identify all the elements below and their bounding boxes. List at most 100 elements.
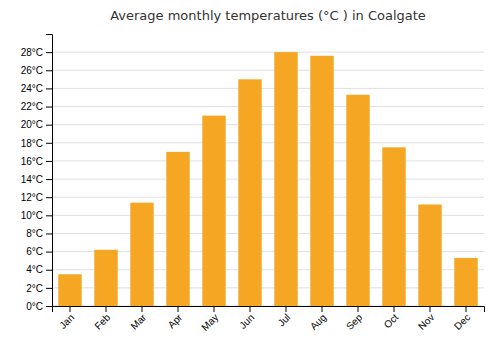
x-tick-mark — [106, 306, 107, 312]
x-tick: May — [199, 306, 220, 333]
y-tick-mark — [46, 125, 52, 126]
x-tick-label: Aug — [308, 312, 328, 332]
bar — [202, 116, 225, 306]
bar — [94, 250, 117, 306]
x-tick-label: Jul — [276, 312, 293, 329]
x-axis-line — [53, 307, 485, 313]
x-tick: Jan — [57, 306, 76, 331]
x-tick-mark — [250, 306, 251, 312]
bar — [382, 147, 405, 306]
y-tick-mark — [46, 288, 52, 289]
x-tick-mark — [70, 306, 71, 312]
y-tick-mark — [46, 233, 52, 234]
chart: 0°C 2°C 4°C 6°C 8°C 10°C 12°C 14°C 16°C 18°C 20°C 2… — [0, 0, 500, 350]
x-tick-label: Apr — [166, 311, 185, 330]
y-axis-line — [46, 35, 53, 307]
y-tick: 16°C — [21, 156, 52, 167]
y-tick-label: 14°C — [21, 174, 43, 185]
y-tick: 2°C — [26, 283, 52, 294]
y-tick: 8°C — [26, 228, 52, 239]
y-tick-mark — [46, 143, 52, 144]
y-tick-label: 16°C — [21, 156, 43, 167]
y-tick: 0°C — [26, 301, 52, 312]
y-tick-label: 18°C — [21, 138, 43, 149]
y-axis: 0°C 2°C 4°C 6°C 8°C 10°C 12°C 14°C 16°C 18°C 20°C 2… — [21, 35, 53, 312]
x-tick-mark — [322, 306, 323, 312]
y-tick: 10°C — [21, 210, 52, 221]
y-tick-mark — [46, 52, 52, 53]
y-tick: 28°C — [21, 47, 52, 58]
x-tick: Aug — [308, 306, 328, 332]
grid-line — [52, 106, 484, 107]
grid-line — [52, 179, 484, 180]
y-tick-label: 0°C — [26, 301, 43, 312]
x-tick-mark — [466, 306, 467, 312]
title: Average monthly temperatures (°C ) in Co… — [110, 8, 426, 23]
bar — [346, 95, 369, 306]
x-tick-mark — [430, 306, 431, 312]
x-tick-mark — [286, 306, 287, 312]
x-tick-mark — [394, 306, 395, 312]
x-tick-mark — [214, 306, 215, 312]
y-tick: 12°C — [21, 192, 52, 203]
bar — [130, 203, 153, 306]
grid-line — [52, 197, 484, 198]
y-tick: 24°C — [21, 83, 52, 94]
x-tick-mark — [178, 306, 179, 312]
y-tick-label: 12°C — [21, 192, 43, 203]
x-tick-label: Mar — [128, 311, 148, 331]
x-tick-label: Jun — [237, 312, 256, 331]
y-tick-mark — [46, 215, 52, 216]
x-axis: Jan Feb Mar Apr May Jun Jul Aug Sep Oct Nov Dec — [53, 306, 485, 333]
bar — [274, 52, 297, 306]
y-tick: 20°C — [21, 119, 52, 130]
x-tick: Apr — [166, 306, 185, 330]
y-tick-label: 28°C — [21, 47, 43, 58]
x-tick: Nov — [416, 306, 436, 332]
grid — [52, 52, 484, 306]
y-tick-label: 22°C — [21, 101, 43, 112]
y-tick-label: 10°C — [21, 210, 43, 221]
x-tick-label: Feb — [92, 311, 112, 331]
y-tick-mark — [46, 161, 52, 162]
y-tick-mark — [46, 179, 52, 180]
x-tick: Feb — [92, 306, 112, 332]
x-tick: Jun — [237, 306, 256, 331]
y-tick-mark — [46, 306, 52, 307]
y-tick-mark — [46, 107, 52, 108]
bar — [310, 56, 333, 306]
bar — [418, 204, 441, 306]
x-tick-label: Dec — [452, 312, 472, 332]
grid-line — [52, 124, 484, 125]
y-tick: 18°C — [21, 138, 52, 149]
x-tick-label: Jan — [57, 312, 76, 331]
y-tick: 6°C — [26, 246, 52, 257]
grid-line — [52, 52, 484, 53]
y-tick-label: 26°C — [21, 65, 43, 76]
x-tick-label: Nov — [416, 312, 436, 332]
y-tick-label: 24°C — [21, 83, 43, 94]
bar — [454, 258, 477, 306]
bar — [58, 274, 81, 306]
y-tick: 26°C — [21, 65, 52, 76]
x-tick-mark — [142, 306, 143, 312]
grid-line — [52, 88, 484, 89]
bar — [238, 79, 261, 306]
y-tick-mark — [46, 88, 52, 89]
x-tick-label: May — [199, 312, 220, 333]
y-tick-label: 2°C — [26, 283, 43, 294]
y-tick-label: 6°C — [26, 246, 43, 257]
bars — [58, 52, 477, 306]
grid-line — [52, 160, 484, 161]
x-tick-label: Sep — [344, 311, 365, 332]
y-tick: 22°C — [21, 101, 52, 112]
y-tick-mark — [46, 252, 52, 253]
x-tick-label: Oct — [382, 312, 401, 331]
y-tick: 14°C — [21, 174, 52, 185]
y-tick-label: 20°C — [21, 119, 43, 130]
bar — [166, 152, 189, 306]
y-tick-mark — [46, 197, 52, 198]
y-tick-label: 4°C — [26, 264, 43, 275]
y-tick: 4°C — [26, 264, 52, 275]
x-tick: Mar — [128, 306, 148, 332]
